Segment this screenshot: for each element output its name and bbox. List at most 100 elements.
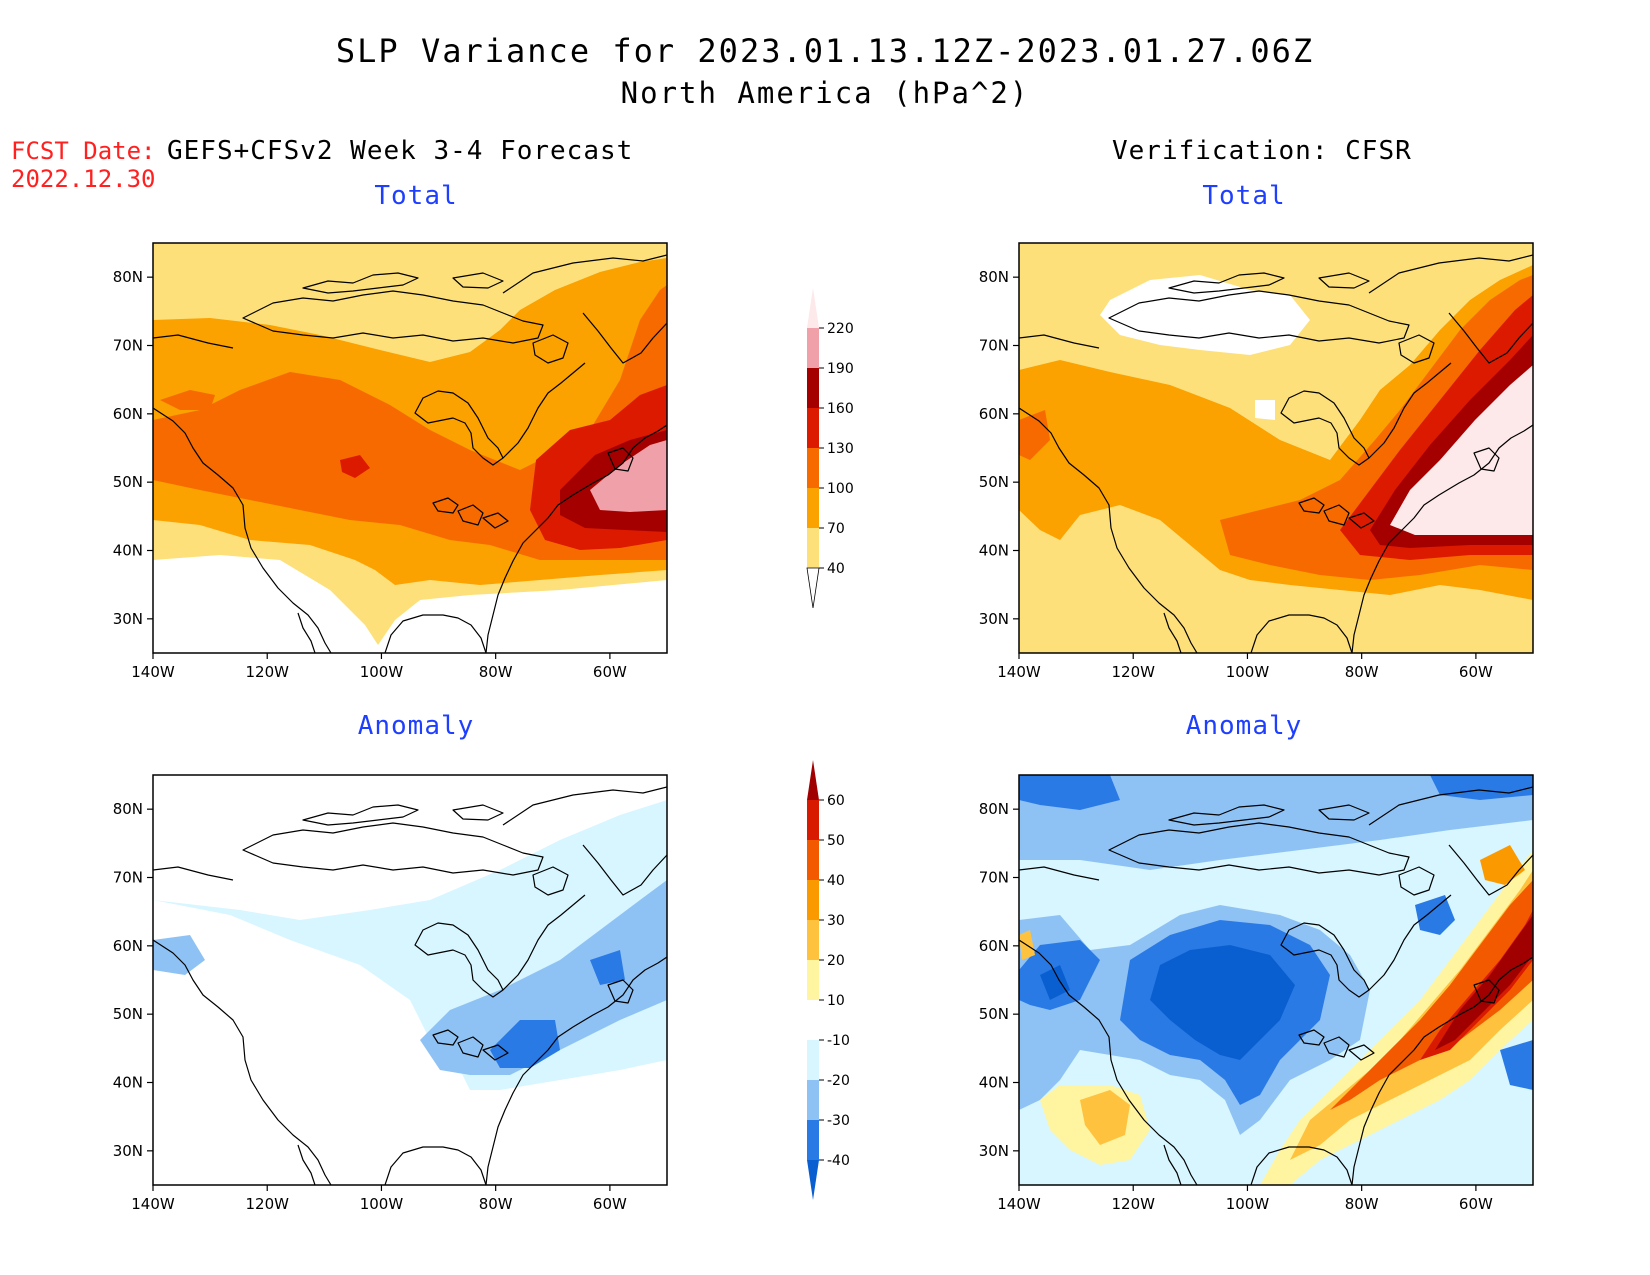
lat-tick-label: 50N [113, 1005, 143, 1023]
fcst-label: FCST Date: [11, 137, 156, 165]
panel-verif-total [1018, 242, 1534, 654]
lat-tick-label: 40N [113, 1074, 143, 1092]
colorbar-bin [807, 840, 819, 880]
colorbar-label: -20 [827, 1073, 850, 1089]
lon-tick-label: 120W [1111, 663, 1155, 681]
chart-subtitle: North America (hPa^2) [620, 76, 1030, 110]
colorbar-bin [807, 408, 819, 448]
panel-fcst-total [152, 242, 668, 654]
verif-total-field [1019, 243, 1533, 653]
colorbar-bin [807, 368, 819, 408]
lat-tick-label: 40N [979, 542, 1009, 560]
lat-tick-label: 40N [979, 1074, 1009, 1092]
lat-tick-label: 30N [113, 610, 143, 628]
colorbar-bin [807, 1040, 819, 1080]
lon-tick-label: 80W [1345, 663, 1379, 681]
lon-tick-label: 60W [1459, 663, 1493, 681]
lat-tick-label: 70N [113, 869, 143, 887]
colorbar-label: 130 [827, 441, 854, 457]
chart-title: SLP Variance for 2023.01.13.12Z-2023.01.… [335, 32, 1315, 70]
colorbar-label: 30 [827, 913, 845, 929]
lon-tick-label: 140W [997, 663, 1041, 681]
colorbar-bottom-arrow [807, 1160, 819, 1200]
axes-layer: 140W 120W 100W 80W 60W 80N 70N 60N 50N 40N 30N 140W… [113, 268, 1493, 1213]
colorbar-anomaly: -40 -30 -20 -10 10 20 30 40 50 60 [807, 760, 850, 1200]
colorbar-label: 60 [827, 793, 845, 809]
right-column-title: Verification: CFSR [1112, 136, 1412, 166]
colorbar-label: 70 [827, 521, 845, 537]
lon-tick-label: 140W [997, 1195, 1041, 1213]
panel-title-fcst-total: Total [374, 181, 458, 211]
left-column-title: GEFS+CFSv2 Week 3-4 Forecast [167, 136, 634, 166]
lon-tick-label: 60W [593, 1195, 627, 1213]
panel-title-verif-total: Total [1202, 181, 1286, 211]
colorbar-bin [807, 488, 819, 528]
colorbar-bin [807, 1000, 819, 1040]
lat-tick-label: 60N [979, 937, 1009, 955]
lat-tick-label: 80N [113, 800, 143, 818]
lat-tick-label: 30N [979, 1142, 1009, 1160]
forecast-date-label: FCST Date: 2022.12.30 [11, 137, 156, 193]
lon-tick-label: 100W [1226, 1195, 1270, 1213]
colorbar-label: 10 [827, 993, 845, 1009]
lon-tick-label: 120W [245, 663, 289, 681]
panel-verif-anomaly [1018, 774, 1534, 1186]
lon-tick-label: 120W [245, 1195, 289, 1213]
lat-tick-label: 30N [113, 1142, 143, 1160]
fcst-total-field [153, 243, 667, 645]
fcst-date: 2022.12.30 [11, 165, 156, 193]
lon-tick-label: 60W [593, 663, 627, 681]
lat-tick-label: 80N [979, 800, 1009, 818]
colorbar-label: -40 [827, 1153, 850, 1169]
lat-tick-label: 60N [113, 405, 143, 423]
colorbar-bin [807, 800, 819, 840]
lat-tick-label: 50N [113, 473, 143, 491]
colorbar-label: -30 [827, 1113, 850, 1129]
lon-tick-label: 100W [1226, 663, 1270, 681]
colorbar-bin [807, 528, 819, 568]
lat-tick-label: 60N [113, 937, 143, 955]
lon-tick-label: 120W [1111, 1195, 1155, 1213]
colorbar-bottom-arrow [806, 567, 820, 609]
colorbar-label: 190 [827, 361, 854, 377]
colorbar-bin [807, 960, 819, 1000]
lon-tick-label: 100W [360, 1195, 404, 1213]
colorbar-label: 40 [827, 873, 845, 889]
lat-tick-label: 30N [979, 610, 1009, 628]
lat-tick-label: 60N [979, 405, 1009, 423]
panel-title-verif-anomaly: Anomaly [1185, 711, 1303, 741]
colorbar-total: 40 70 100 130 160 190 220 [806, 288, 854, 609]
lat-tick-label: 50N [979, 1005, 1009, 1023]
lat-tick-label: 80N [113, 268, 143, 286]
lon-tick-label: 140W [131, 663, 175, 681]
colorbar-bin [807, 1120, 819, 1160]
colorbar-label: 100 [827, 481, 854, 497]
lat-tick-label: 50N [979, 473, 1009, 491]
lat-tick-label: 40N [113, 542, 143, 560]
lon-tick-label: 60W [1459, 1195, 1493, 1213]
colorbar-top-arrow [807, 760, 819, 800]
verif-anomaly-field [1019, 775, 1533, 1185]
colorbar-label: 40 [827, 561, 845, 577]
colorbar-label: 50 [827, 833, 845, 849]
colorbar-label: 160 [827, 401, 854, 417]
lon-tick-label: 100W [360, 663, 404, 681]
lon-tick-label: 80W [479, 1195, 513, 1213]
lon-tick-label: 80W [1345, 1195, 1379, 1213]
lon-tick-label: 140W [131, 1195, 175, 1213]
panel-title-fcst-anomaly: Anomaly [357, 711, 475, 741]
colorbar-label: 20 [827, 953, 845, 969]
panel-fcst-anomaly [152, 774, 668, 1186]
colorbar-top-arrow [807, 288, 819, 328]
colorbar-bin [807, 880, 819, 920]
lat-tick-label: 70N [979, 337, 1009, 355]
colorbar-bin [807, 328, 819, 368]
colorbar-label: -10 [827, 1033, 850, 1049]
lat-tick-label: 70N [113, 337, 143, 355]
colorbar-bin [807, 920, 819, 960]
colorbar-bin [807, 1080, 819, 1120]
lat-tick-label: 80N [979, 268, 1009, 286]
colorbar-label: 220 [827, 321, 854, 337]
lon-tick-label: 80W [479, 663, 513, 681]
